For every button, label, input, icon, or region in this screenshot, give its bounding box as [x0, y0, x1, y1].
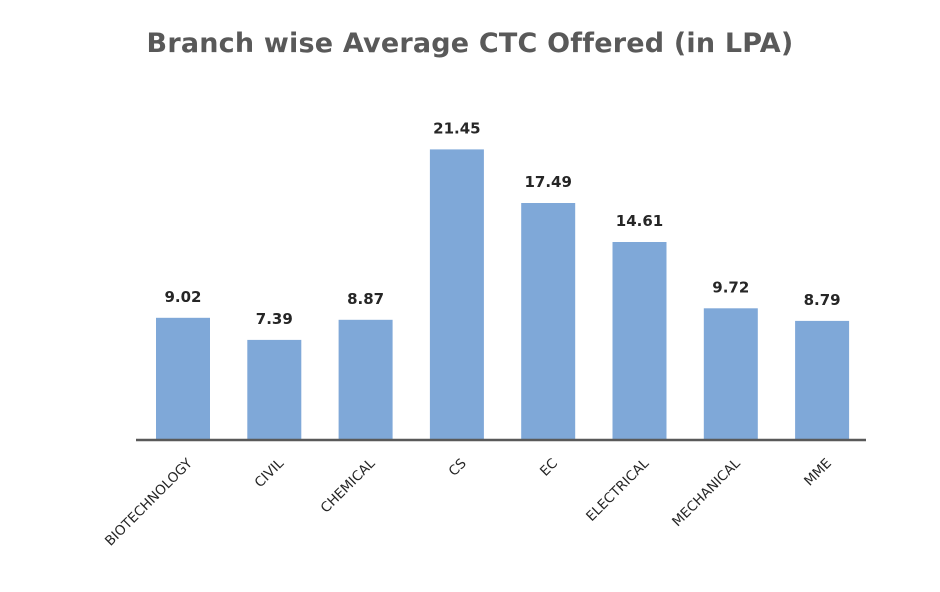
value-label-cs: 21.45 — [433, 119, 480, 137]
tick-label-electrical: ELECTRICAL — [583, 455, 652, 524]
value-label-biotechnology: 9.02 — [164, 288, 201, 306]
tick-label-civil: CIVIL — [252, 455, 288, 491]
tick-label-cs: CS — [446, 456, 470, 480]
value-label-electrical: 14.61 — [616, 212, 663, 230]
bar-biotechnology — [156, 317, 210, 440]
value-label-mechanical: 9.72 — [712, 278, 749, 296]
value-labels-layer: 9.02 7.39 8.87 21.45 17.49 14.61 9.72 8.79 — [164, 119, 840, 328]
tick-label-mme: MME — [801, 456, 835, 490]
chart-title: Branch wise Average CTC Offered (in LPA) — [146, 28, 794, 59]
value-label-civil: 7.39 — [256, 310, 293, 328]
value-label-chemical: 8.87 — [347, 290, 384, 308]
bar-mme — [795, 320, 850, 440]
tick-label-chemical: CHEMICAL — [318, 455, 379, 516]
value-label-ec: 17.49 — [524, 173, 571, 191]
bar-mechanical — [703, 308, 758, 440]
bar-civil — [247, 339, 302, 440]
bar-ec — [521, 203, 576, 440]
tick-label-biotechnology: BIOTECHNOLOGY — [102, 455, 196, 549]
bar-electrical — [612, 242, 667, 440]
tick-label-ec: EC — [537, 456, 561, 480]
tick-label-mechanical: MECHANICAL — [669, 455, 744, 530]
bar-cs — [429, 149, 484, 440]
tick-labels-layer: BIOTECHNOLOGY CIVIL CHEMICAL CS EC ELECTRICAL… — [102, 455, 835, 549]
bars-layer — [156, 149, 850, 440]
bar-chemical — [338, 319, 393, 440]
value-label-mme: 8.79 — [804, 291, 841, 309]
